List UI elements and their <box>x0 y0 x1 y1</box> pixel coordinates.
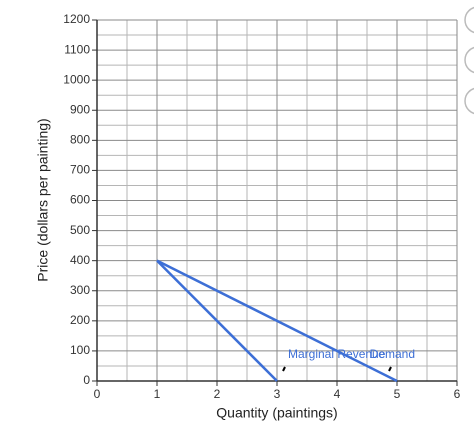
y-tick-label: 1100 <box>64 42 90 56</box>
y-tick-label: 300 <box>70 283 90 297</box>
y-tick-label: 400 <box>70 253 90 267</box>
x-tick-label: 2 <box>214 387 221 401</box>
y-tick-label: 1200 <box>63 12 90 26</box>
y-tick-label: 1000 <box>63 72 90 86</box>
option-button[interactable] <box>464 46 474 74</box>
x-tick-label: 0 <box>94 387 101 401</box>
series-label: Marginal Revenue <box>288 347 386 361</box>
x-axis-title: Quantity (paintings) <box>216 405 337 421</box>
label-pointer <box>282 366 286 372</box>
y-tick-label: 800 <box>70 133 90 147</box>
series-label: Demand <box>370 347 415 361</box>
series-line <box>156 259 278 382</box>
x-tick-label: 4 <box>334 387 341 401</box>
y-tick-label: 100 <box>70 343 90 357</box>
y-tick-label: 0 <box>83 373 90 387</box>
y-tick-label: 500 <box>70 223 90 237</box>
label-pointer <box>388 366 392 372</box>
option-button[interactable] <box>464 87 474 115</box>
y-tick-label: 900 <box>70 102 90 116</box>
x-tick-label: 6 <box>454 387 461 401</box>
x-tick-label: 3 <box>274 387 281 401</box>
y-tick-label: 600 <box>70 193 90 207</box>
y-axis-title: Price (dollars per painting) <box>35 118 51 281</box>
y-tick-label: 200 <box>70 313 90 327</box>
x-tick-label: 5 <box>394 387 401 401</box>
x-tick-label: 1 <box>154 387 161 401</box>
series-line <box>156 259 398 383</box>
y-tick-label: 700 <box>70 163 90 177</box>
option-button[interactable] <box>464 6 474 34</box>
